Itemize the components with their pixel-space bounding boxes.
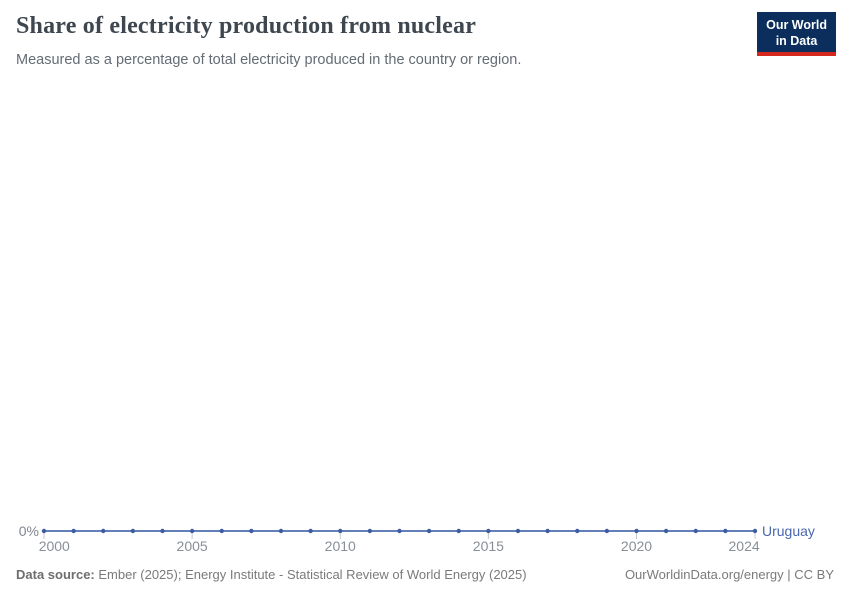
data-point[interactable] — [278, 528, 284, 534]
data-source-label: Data source: — [16, 567, 95, 582]
data-point[interactable] — [486, 528, 491, 534]
x-tick-label: 2010 — [324, 538, 356, 554]
owid-logo-line1: Our World — [766, 18, 827, 32]
data-source-text: Ember (2025); Energy Institute - Statist… — [94, 567, 527, 582]
data-point[interactable] — [456, 528, 461, 534]
data-point[interactable] — [338, 528, 343, 534]
data-point[interactable] — [249, 528, 254, 534]
data-point[interactable] — [41, 528, 47, 534]
data-point[interactable] — [426, 528, 432, 534]
series-label-uruguay[interactable]: Uruguay — [762, 523, 815, 539]
x-tick-label: 2020 — [620, 538, 653, 554]
footer-credit-link[interactable]: OurWorldinData.org/energy | CC BY — [624, 567, 834, 582]
data-point[interactable] — [219, 528, 224, 534]
owid-logo[interactable]: Our World in Data — [757, 12, 836, 56]
data-point[interactable] — [752, 528, 758, 534]
x-tick-label: 2015 — [472, 538, 504, 554]
x-tick-label: 2005 — [176, 538, 208, 554]
data-point[interactable] — [545, 528, 550, 534]
data-point[interactable] — [308, 528, 313, 534]
data-point[interactable] — [130, 528, 136, 534]
data-point[interactable] — [693, 528, 698, 534]
data-point[interactable] — [634, 528, 639, 534]
data-point[interactable] — [663, 528, 669, 534]
data-point[interactable] — [723, 528, 728, 534]
chart-subtitle: Measured as a percentage of total electr… — [16, 52, 522, 68]
data-point[interactable] — [367, 528, 373, 534]
x-tick-label: 2000 — [38, 538, 70, 554]
chart-title: Share of electricity production from nuc… — [16, 13, 477, 39]
data-point[interactable] — [189, 528, 195, 534]
x-tick-label: 2024 — [728, 538, 760, 554]
owid-logo-line2: in Data — [775, 34, 818, 48]
data-point[interactable] — [397, 528, 402, 534]
data-point[interactable] — [160, 528, 165, 534]
data-point[interactable] — [575, 528, 580, 534]
data-point[interactable] — [604, 528, 610, 534]
data-point[interactable] — [515, 528, 521, 534]
data-point[interactable] — [71, 528, 76, 534]
data-point[interactable] — [101, 528, 106, 534]
footer-data-source: Data source: Ember (2025); Energy Instit… — [16, 567, 527, 582]
y-axis-zero-label: 0% — [18, 523, 39, 539]
